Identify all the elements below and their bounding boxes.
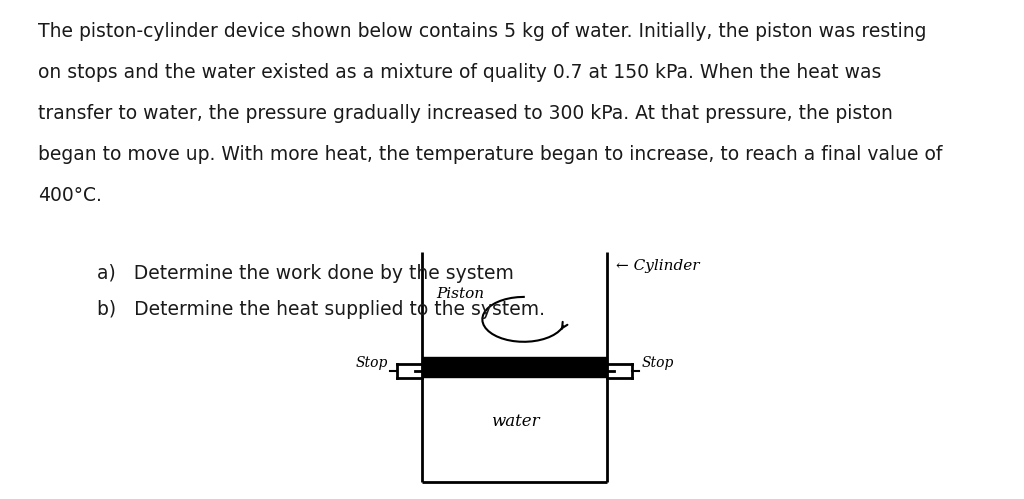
Text: began to move up. With more heat, the temperature began to increase, to reach a : began to move up. With more heat, the te… bbox=[38, 145, 942, 164]
Text: Stop: Stop bbox=[355, 356, 388, 370]
Text: Stop: Stop bbox=[641, 356, 674, 370]
Text: on stops and the water existed as a mixture of quality 0.7 at 150 kPa. When the : on stops and the water existed as a mixt… bbox=[38, 63, 882, 82]
Text: b)   Determine the heat supplied to the system.: b) Determine the heat supplied to the sy… bbox=[97, 300, 545, 319]
Text: transfer to water, the pressure gradually increased to 300 kPa. At that pressure: transfer to water, the pressure graduall… bbox=[38, 104, 893, 123]
Text: The piston-cylinder device shown below contains 5 kg of water. Initially, the pi: The piston-cylinder device shown below c… bbox=[38, 22, 927, 41]
Text: Piston: Piston bbox=[436, 287, 484, 301]
Text: ← Cylinder: ← Cylinder bbox=[616, 259, 699, 273]
Text: 400°C.: 400°C. bbox=[38, 186, 101, 205]
Text: a)   Determine the work done by the system: a) Determine the work done by the system bbox=[97, 264, 514, 283]
Text: water: water bbox=[492, 413, 540, 430]
